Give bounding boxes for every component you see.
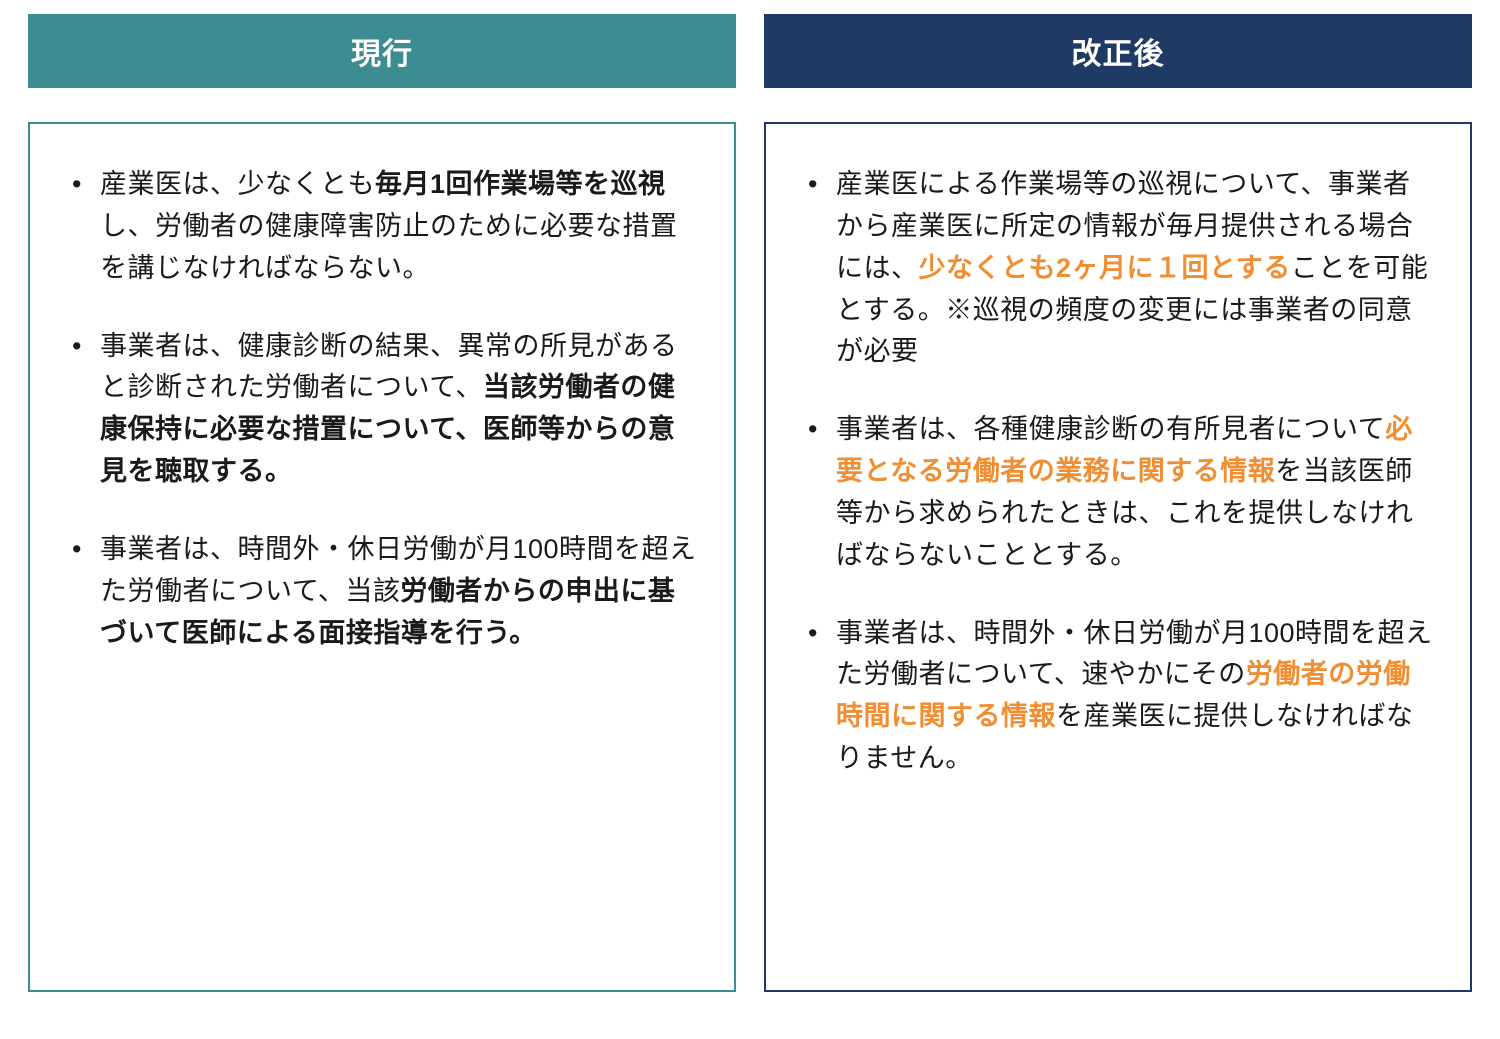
- list-item: 事業者は、時間外・休日労働が月100時間を超えた労働者について、速やかにその労働…: [796, 613, 1436, 780]
- list-item: 事業者は、時間外・休日労働が月100時間を超えた労働者について、当該労働者からの…: [60, 529, 700, 655]
- left-content-box: 産業医は、少なくとも毎月1回作業場等を巡視し、労働者の健康障害防止のために必要な…: [28, 122, 736, 992]
- list-item: 産業医は、少なくとも毎月1回作業場等を巡視し、労働者の健康障害防止のために必要な…: [60, 164, 700, 290]
- right-list: 産業医による作業場等の巡視について、事業者から産業医に所定の情報が毎月提供される…: [796, 164, 1436, 780]
- text-segment: 毎月1回作業場等を巡視: [375, 169, 666, 199]
- left-header-label: 現行: [351, 29, 413, 73]
- right-header-label: 改正後: [1072, 29, 1165, 73]
- text-segment: し、労働者の健康障害防止のために必要な措置を講じなければならない。: [100, 211, 678, 283]
- right-content-box: 産業医による作業場等の巡視について、事業者から産業医に所定の情報が毎月提供される…: [764, 122, 1472, 992]
- left-header: 現行: [28, 14, 736, 88]
- right-header: 改正後: [764, 14, 1472, 88]
- list-item: 産業医による作業場等の巡視について、事業者から産業医に所定の情報が毎月提供される…: [796, 164, 1436, 373]
- right-column: 改正後 産業医による作業場等の巡視について、事業者から産業医に所定の情報が毎月提…: [764, 14, 1472, 992]
- list-item: 事業者は、健康診断の結果、異常の所見があると診断された労働者について、当該労働者…: [60, 326, 700, 493]
- comparison-container: 現行 産業医は、少なくとも毎月1回作業場等を巡視し、労働者の健康障害防止のために…: [0, 0, 1500, 992]
- left-list: 産業医は、少なくとも毎月1回作業場等を巡視し、労働者の健康障害防止のために必要な…: [60, 164, 700, 654]
- list-item: 事業者は、各種健康診断の有所見者について必要となる労働者の業務に関する情報を当該…: [796, 409, 1436, 576]
- text-segment: 事業者は、各種健康診断の有所見者について: [836, 414, 1385, 444]
- left-column: 現行 産業医は、少なくとも毎月1回作業場等を巡視し、労働者の健康障害防止のために…: [28, 14, 736, 992]
- text-segment: 少なくとも2ヶ月に１回とする: [919, 253, 1291, 283]
- text-segment: 産業医は、少なくとも: [100, 169, 375, 199]
